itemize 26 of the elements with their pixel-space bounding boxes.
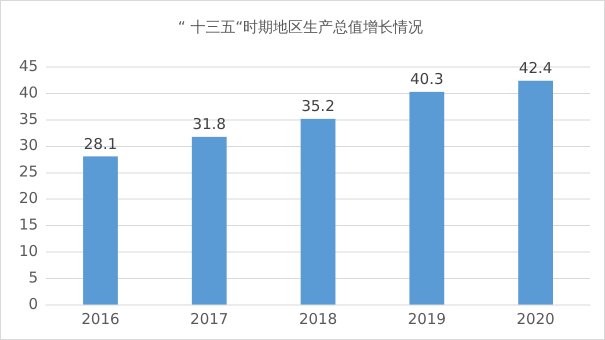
bar [192, 136, 227, 304]
bar [83, 156, 118, 304]
data-label: 31.8 [192, 115, 226, 134]
y-tick-label: 0 [28, 294, 38, 313]
bar [300, 118, 336, 304]
x-tick-label: 2018 [298, 310, 338, 328]
y-tick-label: 20 [18, 189, 38, 208]
y-tick-label: 5 [28, 268, 38, 286]
y-tick-label: 25 [18, 162, 38, 181]
chart-title: “ 十三五“时期地区生产总值增长情况 [178, 18, 424, 36]
y-tick-label: 10 [18, 242, 38, 260]
x-tick-label: 2020 [516, 310, 555, 328]
data-label: 28.1 [84, 134, 118, 153]
y-tick-label: 15 [18, 216, 38, 234]
x-tick-label: 2016 [81, 310, 120, 328]
y-tick-label: 40 [18, 83, 38, 102]
bar [409, 92, 444, 304]
y-tick-label: 30 [18, 136, 38, 154]
data-label: 40.3 [410, 70, 444, 88]
data-label: 35.2 [301, 97, 335, 116]
y-tick-label: 45 [18, 56, 38, 75]
data-label: 42.4 [518, 59, 552, 78]
x-tick-label: 2019 [408, 310, 446, 328]
x-tick-label: 2017 [190, 310, 228, 328]
y-tick-label: 35 [18, 110, 38, 128]
bar [518, 80, 554, 304]
